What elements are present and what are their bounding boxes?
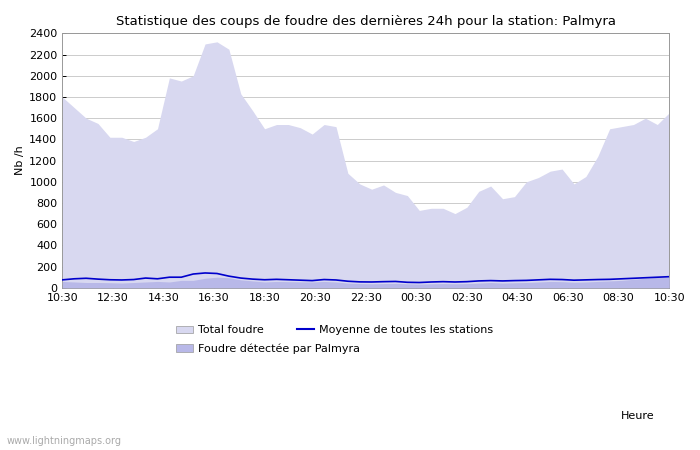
Title: Statistique des coups de foudre des dernières 24h pour la station: Palmyra: Statistique des coups de foudre des dern… xyxy=(116,15,616,28)
Legend: Foudre détectée par Palmyra: Foudre détectée par Palmyra xyxy=(172,339,365,358)
Text: www.lightningmaps.org: www.lightningmaps.org xyxy=(7,436,122,446)
Y-axis label: Nb /h: Nb /h xyxy=(15,146,25,176)
Text: Heure: Heure xyxy=(621,411,654,421)
